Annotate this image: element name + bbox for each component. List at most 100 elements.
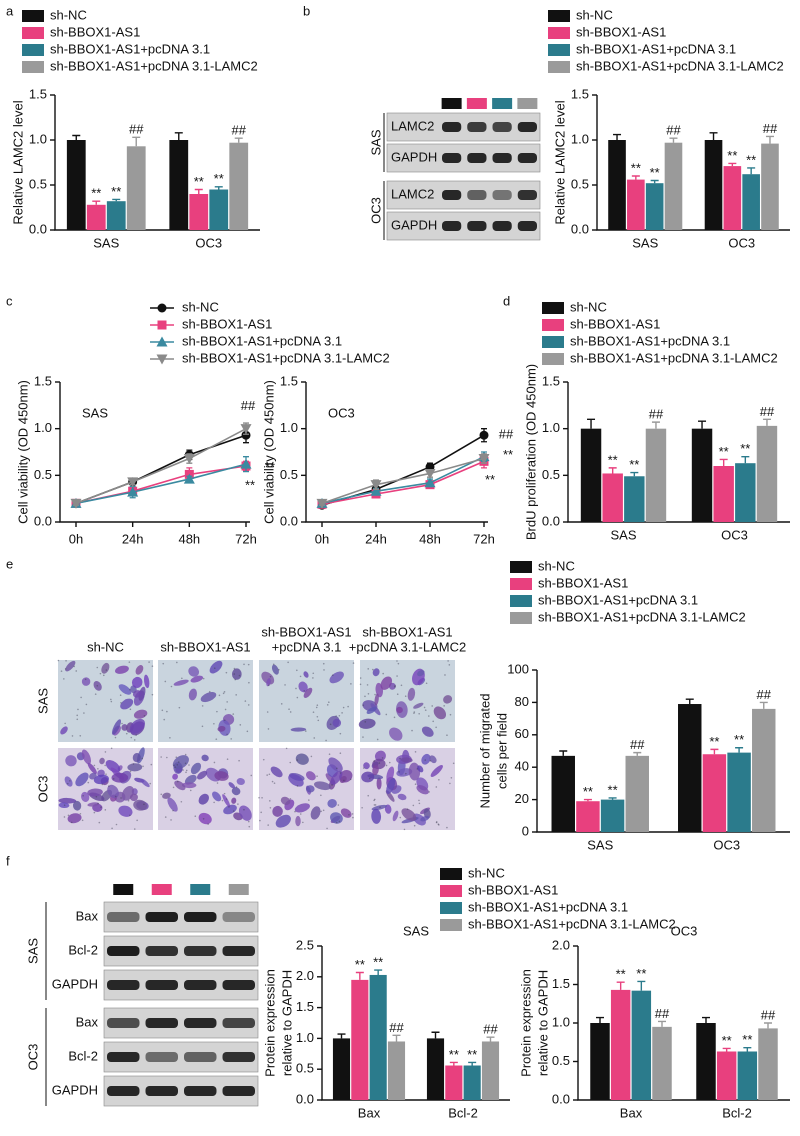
bar <box>713 466 734 522</box>
x-tick-label: Bax <box>358 1105 381 1120</box>
blot-band <box>467 153 487 163</box>
pore <box>239 724 242 726</box>
legend-label: sh-NC <box>538 558 575 573</box>
cell <box>236 778 245 785</box>
cell <box>172 755 189 770</box>
blot-strip <box>386 211 541 241</box>
y-tick-label: 1.0 <box>571 131 589 146</box>
pore <box>348 814 350 816</box>
pore <box>289 711 292 713</box>
pore <box>258 796 260 799</box>
error-bar <box>762 418 771 426</box>
panel-letter: a <box>6 3 14 18</box>
pore <box>119 694 122 696</box>
cell <box>132 752 141 763</box>
pore <box>331 674 334 677</box>
pore <box>328 701 330 704</box>
cell <box>397 793 407 801</box>
significance-label: ** <box>91 186 101 201</box>
cell <box>295 815 301 827</box>
legend-swatch <box>22 10 44 22</box>
y-tick-label: 40 <box>515 759 529 774</box>
pore <box>79 812 82 815</box>
cell <box>290 727 307 732</box>
pore <box>416 768 419 770</box>
pore <box>247 820 250 823</box>
pore <box>202 677 205 680</box>
pore <box>133 828 136 830</box>
pore <box>213 761 216 764</box>
pore <box>385 713 388 716</box>
pore <box>248 825 251 828</box>
pore <box>289 797 292 800</box>
pore <box>299 675 302 678</box>
y-tick-label: 0.0 <box>34 513 52 528</box>
blot-row-label: GAPDH <box>52 1082 98 1097</box>
pore <box>322 809 325 812</box>
point <box>478 454 490 465</box>
error-bar <box>637 980 646 991</box>
x-tick-label: SAS <box>93 235 119 250</box>
pore <box>287 661 289 664</box>
image-column-label: sh-BBOX1-AS1 <box>160 639 250 654</box>
pore <box>247 704 250 706</box>
pore <box>361 806 363 809</box>
y-tick-label: 0.5 <box>280 467 298 482</box>
cell <box>386 777 396 795</box>
cell <box>81 791 90 802</box>
pore <box>424 759 427 761</box>
pore <box>223 691 226 693</box>
pore <box>115 823 118 826</box>
pore <box>238 759 240 762</box>
error-bar <box>741 455 750 464</box>
pore <box>194 815 197 818</box>
pore <box>424 709 427 711</box>
pore <box>338 820 341 823</box>
significance-label: ** <box>608 782 618 797</box>
error-bar <box>633 751 642 756</box>
pore <box>120 701 122 704</box>
x-tick-label: 24h <box>365 531 387 546</box>
cell <box>65 755 77 767</box>
blot-band <box>145 912 178 922</box>
cell <box>114 665 129 674</box>
error-bar <box>112 198 121 202</box>
pore <box>278 668 280 671</box>
y-tick-label: 2.5 <box>296 937 314 952</box>
cell <box>65 660 76 672</box>
cell <box>223 804 237 815</box>
pore <box>308 799 310 801</box>
y-tick-label: 0.0 <box>280 513 298 528</box>
series-line <box>321 457 485 505</box>
bar <box>761 143 779 230</box>
pore <box>151 665 154 667</box>
blot-band <box>145 980 178 990</box>
pore <box>163 718 166 721</box>
x-tick-label: Bcl-2 <box>722 1105 752 1120</box>
bar <box>691 428 713 522</box>
blot-band <box>184 1052 217 1062</box>
pore <box>303 690 306 692</box>
error-bar <box>613 133 622 140</box>
cell <box>198 812 212 825</box>
legend-label: sh-BBOX1-AS1+pcDNA 3.1 <box>570 333 730 348</box>
y-tick-label: 80 <box>515 694 529 709</box>
micrograph <box>57 659 154 742</box>
bar <box>627 179 645 230</box>
significance-label: ** <box>111 184 121 199</box>
image-row-label: SAS <box>35 688 50 714</box>
pore <box>366 684 369 686</box>
error-bar <box>719 458 728 466</box>
y-tick-label: 100 <box>507 661 529 676</box>
pore <box>438 778 440 781</box>
significance-label: ** <box>742 1032 752 1047</box>
cell <box>188 688 197 701</box>
cell <box>81 677 91 686</box>
pore <box>341 712 343 714</box>
pore <box>288 708 290 711</box>
bar <box>625 755 649 832</box>
pore <box>60 670 63 672</box>
pore <box>70 821 73 824</box>
cell <box>172 773 178 780</box>
blot-band <box>517 153 537 163</box>
